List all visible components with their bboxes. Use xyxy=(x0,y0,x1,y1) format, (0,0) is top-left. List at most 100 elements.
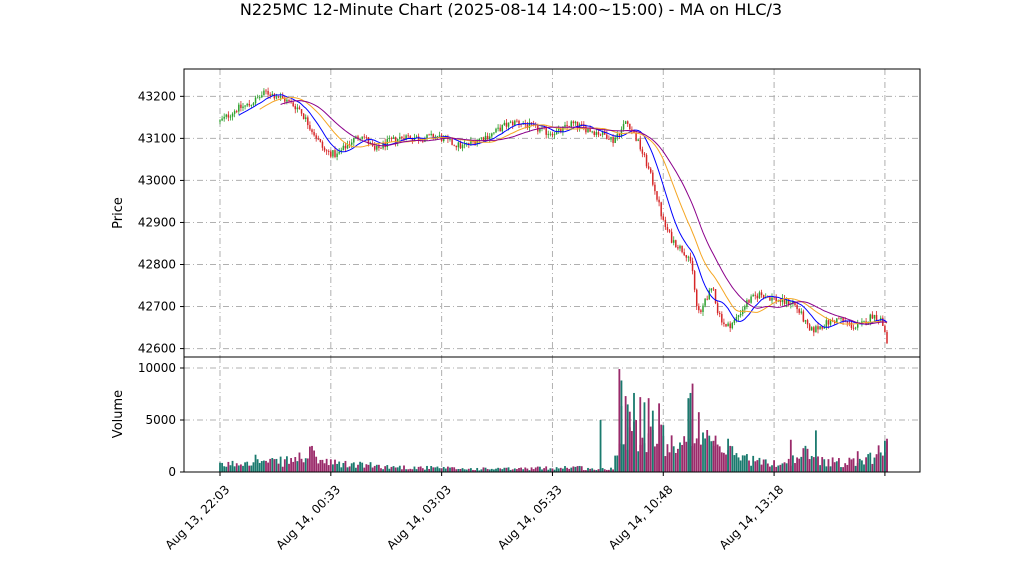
candle-body xyxy=(635,132,637,141)
volume-bar xyxy=(752,455,755,472)
volume-bar xyxy=(296,461,299,472)
candle-body xyxy=(495,128,497,133)
candle-body xyxy=(852,327,855,329)
volume-bar xyxy=(566,467,568,472)
candle-body xyxy=(779,300,782,303)
candle-body xyxy=(744,306,746,310)
volume-bar xyxy=(421,468,424,472)
volume-bar xyxy=(252,462,255,472)
candle-body xyxy=(432,133,435,139)
candle-body xyxy=(430,133,432,136)
volume-bar xyxy=(580,466,583,472)
price-y-tick-label: 42700 xyxy=(138,300,176,314)
tick-layer: Aug 13, 22:03 Aug 14, 00:33 Aug 14, 03:03 A… xyxy=(138,89,886,552)
volume-bar xyxy=(624,396,627,472)
candle-body xyxy=(695,289,698,307)
candle-body xyxy=(327,151,330,152)
candle-body xyxy=(785,299,788,304)
volume-bar xyxy=(369,462,372,472)
volume-bar xyxy=(856,451,859,472)
volume-bar xyxy=(628,411,631,472)
candle-body xyxy=(610,137,612,140)
volume-bar xyxy=(748,460,750,472)
candle-body xyxy=(863,321,865,323)
volume-bar xyxy=(300,458,303,472)
moving-average-layer xyxy=(238,94,888,328)
volume-bar xyxy=(850,459,853,472)
volume-bar xyxy=(555,467,558,472)
candle-body xyxy=(836,318,838,323)
candle-body xyxy=(275,97,278,99)
volume-bar xyxy=(260,461,263,472)
volume-bar xyxy=(388,468,391,472)
volume-bar xyxy=(231,460,234,472)
volume-bar xyxy=(787,458,790,472)
candle-body xyxy=(273,93,276,99)
candle-body xyxy=(390,138,393,139)
volume-bar xyxy=(321,459,324,472)
candle-body xyxy=(378,146,380,148)
volume-bar xyxy=(407,469,410,472)
volume-bar xyxy=(829,466,832,472)
volume-bar xyxy=(756,460,759,472)
volume-bar xyxy=(651,410,654,472)
candle-body xyxy=(886,332,888,344)
candle-body xyxy=(664,219,667,228)
candle-body xyxy=(597,132,600,135)
candle-body xyxy=(405,135,407,140)
candle-body xyxy=(884,325,886,333)
candle-body xyxy=(589,128,591,132)
candle-body xyxy=(231,113,234,117)
candle-body xyxy=(631,129,633,131)
candle-body xyxy=(869,314,872,322)
candle-body xyxy=(357,136,359,139)
candle-body xyxy=(396,139,399,143)
volume-bar xyxy=(654,446,656,472)
candle-body xyxy=(380,147,382,149)
volume-bar xyxy=(758,457,761,472)
volume-bar xyxy=(248,465,251,472)
volume-bar xyxy=(731,446,734,472)
candle-body xyxy=(769,297,771,301)
volume-bar xyxy=(549,468,552,472)
volume-bar xyxy=(313,450,315,472)
candle-body xyxy=(499,127,501,132)
candle-body xyxy=(553,134,556,136)
volume-bar xyxy=(384,466,387,472)
volume-bar xyxy=(501,469,504,472)
candle-body xyxy=(221,118,223,121)
volume-bar xyxy=(608,469,610,472)
volume-bar xyxy=(725,454,727,472)
candle-body xyxy=(698,306,700,311)
volume-bar xyxy=(585,470,587,472)
volume-bar xyxy=(739,460,742,472)
candle-body xyxy=(871,314,874,319)
volume-bar xyxy=(319,459,322,472)
volume-bar xyxy=(465,469,468,472)
volume-bar xyxy=(564,466,566,472)
x-tick-label: Aug 14, 13:18 xyxy=(717,482,787,552)
volume-bar xyxy=(708,435,711,472)
candle-body xyxy=(620,129,623,136)
volume-bar xyxy=(576,466,579,472)
volume-bar xyxy=(444,468,447,472)
volume-bar xyxy=(503,467,506,472)
candle-body xyxy=(509,121,512,123)
volume-bar xyxy=(348,466,351,472)
volume-bar xyxy=(522,469,525,472)
candle-body xyxy=(760,292,763,295)
volume-bar xyxy=(227,461,230,472)
volume-bar xyxy=(355,467,357,472)
candle-body xyxy=(516,120,518,122)
candle-body xyxy=(549,133,552,135)
volume-bar xyxy=(641,437,644,472)
volume-bar xyxy=(854,465,857,472)
volume-bar xyxy=(886,438,888,472)
candle-body xyxy=(522,123,524,125)
volume-bar xyxy=(311,445,313,472)
volume-bar xyxy=(794,463,796,472)
volume-y-tick-label: 10000 xyxy=(138,361,176,375)
volume-bar xyxy=(344,460,347,472)
candle-body xyxy=(518,120,520,125)
volume-bar xyxy=(877,445,880,472)
